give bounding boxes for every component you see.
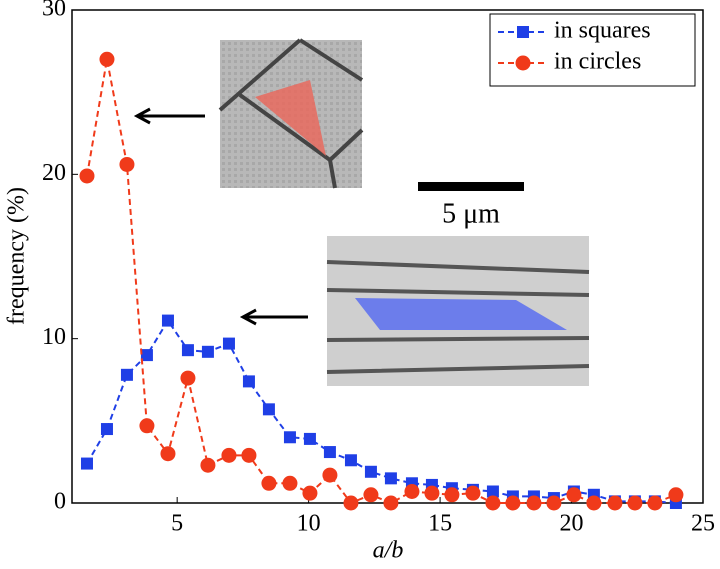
- arrow: [133, 107, 205, 125]
- data-point: [200, 457, 216, 473]
- legend-label: in circles: [554, 49, 641, 75]
- data-point: [79, 168, 95, 184]
- data-point: [404, 483, 420, 499]
- data-point: [283, 431, 296, 444]
- arrow: [239, 308, 308, 326]
- data-point: [80, 457, 93, 470]
- data-point: [322, 467, 338, 483]
- data-point: [180, 370, 196, 386]
- y-tick-label: 0: [54, 489, 66, 515]
- data-point: [241, 447, 257, 463]
- legend-label: in squares: [554, 18, 651, 44]
- y-tick-label: 10: [42, 324, 66, 350]
- data-point: [119, 156, 135, 172]
- y-tick-label: 20: [42, 160, 66, 186]
- data-point: [181, 344, 194, 357]
- series-line: [86, 59, 677, 505]
- data-point: [242, 375, 255, 388]
- data-point: [99, 51, 115, 67]
- data-point: [505, 495, 521, 511]
- data-point: [364, 465, 377, 478]
- data-point: [566, 487, 582, 503]
- data-point: [384, 472, 397, 485]
- x-tick-label: 10: [297, 511, 321, 537]
- y-tick-label: 30: [42, 0, 66, 22]
- data-point: [302, 485, 318, 501]
- data-point: [221, 447, 237, 463]
- data-point: [363, 487, 379, 503]
- scale-bar: [418, 182, 524, 191]
- data-point: [140, 349, 153, 362]
- data-point: [323, 446, 336, 459]
- data-point: [261, 475, 277, 491]
- data-point: [668, 487, 684, 503]
- legend-marker: [517, 26, 529, 38]
- x-tick-label: 15: [428, 511, 452, 537]
- inset-parallelogram: [326, 236, 590, 386]
- x-tick-label: 25: [691, 511, 715, 537]
- data-point: [607, 495, 623, 511]
- data-point: [485, 495, 501, 511]
- legend-marker: [515, 55, 531, 71]
- data-point: [303, 432, 316, 445]
- data-point: [444, 487, 460, 503]
- data-point: [139, 418, 155, 434]
- data-point: [383, 495, 399, 511]
- data-point: [343, 495, 359, 511]
- data-point: [120, 368, 133, 381]
- data-point: [222, 337, 235, 350]
- data-point: [160, 446, 176, 462]
- data-point: [161, 314, 174, 327]
- y-axis-label: frequency (%): [4, 187, 30, 325]
- data-point: [546, 495, 562, 511]
- data-point: [100, 423, 113, 436]
- data-point: [262, 403, 275, 416]
- data-point: [465, 485, 481, 501]
- x-axis-label: a/b: [373, 538, 404, 564]
- data-point: [586, 495, 602, 511]
- inset-triangle: [218, 38, 364, 189]
- data-point: [486, 485, 499, 498]
- annotation: 5 μm: [442, 198, 500, 229]
- data-point: [344, 454, 357, 467]
- data-point: [526, 495, 542, 511]
- x-tick-label: 20: [560, 511, 584, 537]
- data-point: [647, 495, 663, 511]
- data-point: [627, 495, 643, 511]
- data-point: [282, 475, 298, 491]
- data-point: [201, 345, 214, 358]
- data-point: [424, 485, 440, 501]
- x-tick-label: 5: [171, 511, 183, 537]
